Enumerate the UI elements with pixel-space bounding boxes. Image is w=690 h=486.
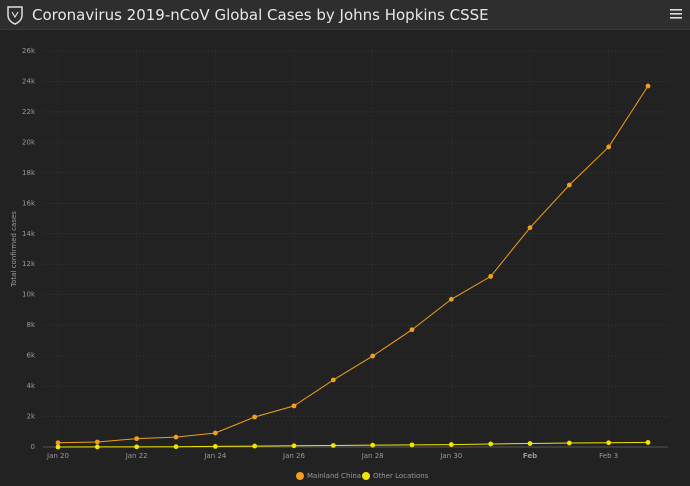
y-tick-label: 6k <box>26 352 35 360</box>
y-tick-label: 18k <box>22 169 36 177</box>
data-point <box>252 443 258 449</box>
menu-button[interactable] <box>670 8 682 20</box>
y-tick-label: 20k <box>22 138 36 146</box>
header: Coronavirus 2019-nCoV Global Cases by Jo… <box>0 0 690 30</box>
data-point <box>291 403 297 409</box>
chart: 0 2k 4k 6k 8k 10k 12k 14k 16k 18k 20k 22k 24k 26k Jan … <box>10 47 668 480</box>
data-point <box>94 444 100 450</box>
y-tick-label: 16k <box>22 199 36 207</box>
data-point <box>134 444 140 450</box>
data-point <box>134 436 140 442</box>
title: Coronavirus 2019-nCoV Global Cases by Jo… <box>32 6 489 24</box>
data-point <box>448 296 454 302</box>
data-point <box>488 441 494 447</box>
legend-label: Mainland China <box>307 472 361 480</box>
data-point <box>606 440 612 446</box>
data-point <box>212 430 218 436</box>
y-axis-label: Total confirmed cases <box>10 211 18 288</box>
data-point <box>370 442 376 448</box>
data-point <box>645 83 651 89</box>
y-tick-label: 4k <box>26 382 35 390</box>
y-tick-label: 2k <box>26 413 35 421</box>
y-tick-label: 10k <box>22 291 36 299</box>
y-tick-label: 8k <box>26 321 35 329</box>
y-tick-label: 26k <box>22 47 36 55</box>
legend-marker <box>296 472 304 480</box>
x-tick-label: Jan 28 <box>361 452 384 460</box>
y-tick-label: 24k <box>22 77 36 85</box>
data-point <box>291 443 297 449</box>
data-point <box>409 327 415 333</box>
series-line <box>57 85 649 444</box>
data-point <box>212 443 218 449</box>
legend-label: Other Locations <box>373 472 429 480</box>
data-point <box>566 182 572 188</box>
x-tick-label: Jan 22 <box>125 452 148 460</box>
series-line <box>57 441 649 448</box>
y-tick-label: 14k <box>22 230 36 238</box>
y-tick-label: 22k <box>22 108 36 116</box>
x-tick-label: Jan 20 <box>46 452 69 460</box>
data-point <box>566 440 572 446</box>
logo <box>7 6 23 25</box>
x-tick-label: Feb <box>523 452 537 460</box>
data-point <box>645 440 651 445</box>
legend-marker <box>362 472 370 480</box>
data-point <box>94 439 100 445</box>
data-point <box>173 444 179 450</box>
data-point <box>527 441 533 446</box>
y-tick-label: 0 <box>31 443 35 451</box>
data-point <box>409 442 415 448</box>
data-point <box>370 353 376 359</box>
data-point <box>173 434 179 440</box>
data-point <box>527 225 533 231</box>
data-point <box>448 442 454 447</box>
data-point <box>55 444 61 450</box>
data-point <box>55 440 61 446</box>
data-point <box>330 377 336 383</box>
data-point <box>606 144 612 150</box>
x-tick-label: Jan 26 <box>282 452 305 460</box>
data-point <box>330 443 336 448</box>
data-point <box>252 414 258 420</box>
x-tick-label: Feb 3 <box>599 452 618 460</box>
x-tick-label: Jan 24 <box>203 452 226 460</box>
x-tick-label: Jan 30 <box>439 452 462 460</box>
data-point <box>488 274 494 279</box>
y-tick-label: 12k <box>22 260 36 268</box>
